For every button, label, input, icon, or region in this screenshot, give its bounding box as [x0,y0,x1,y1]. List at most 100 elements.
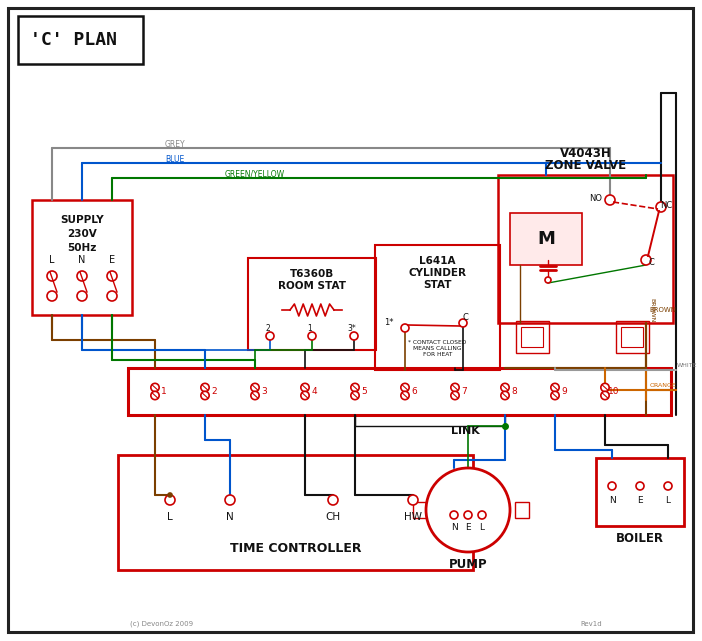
Circle shape [77,271,87,281]
Bar [515,502,529,518]
Circle shape [664,482,672,490]
Text: L641A: L641A [419,256,456,266]
Circle shape [464,511,472,519]
Text: 8: 8 [511,387,517,396]
Circle shape [601,392,609,399]
Circle shape [350,332,358,340]
Text: 2: 2 [265,324,270,333]
Text: C: C [462,313,468,322]
Circle shape [308,332,316,340]
Text: HW: HW [404,512,422,522]
Text: ZONE VALVE: ZONE VALVE [545,158,626,172]
Circle shape [225,495,235,505]
Text: T6360B: T6360B [290,269,334,279]
Text: STAT: STAT [423,280,452,290]
Text: BOILER: BOILER [616,531,664,544]
Circle shape [328,495,338,505]
Bar [413,502,427,518]
Text: ORANGE: ORANGE [650,383,677,388]
Text: GREY: GREY [165,140,185,149]
Circle shape [545,277,551,283]
Circle shape [301,383,309,392]
Bar [516,321,549,353]
Circle shape [168,493,172,497]
Circle shape [401,324,409,332]
Text: WHITE: WHITE [677,363,698,368]
Text: 2: 2 [211,387,217,396]
Circle shape [408,495,418,505]
Text: ROOM STAT: ROOM STAT [278,281,346,291]
Text: NO: NO [590,194,602,203]
Circle shape [47,291,57,301]
Text: 7: 7 [461,387,467,396]
Circle shape [201,392,209,399]
Bar [18,16,143,64]
Text: C: C [648,258,654,267]
Bar [32,200,132,315]
Text: N: N [226,512,234,522]
Circle shape [266,332,274,340]
Circle shape [201,383,209,392]
Text: E: E [637,495,643,504]
Text: V4043H: V4043H [559,147,611,160]
Text: 5: 5 [361,387,367,396]
Text: N: N [79,255,86,265]
Text: E: E [109,255,115,265]
Text: 'C' PLAN: 'C' PLAN [30,31,117,49]
Text: NC: NC [660,201,672,210]
Bar [596,458,684,526]
Text: 10: 10 [608,387,620,396]
Circle shape [450,511,458,519]
Text: L: L [167,512,173,522]
Bar [248,258,376,350]
Bar [498,175,673,323]
Text: 6: 6 [411,387,417,396]
Text: L: L [49,255,55,265]
Text: N: N [451,524,458,533]
Text: 3*: 3* [347,324,357,333]
Circle shape [151,392,159,399]
Circle shape [459,319,467,327]
Circle shape [251,392,259,399]
Text: 1: 1 [307,324,312,333]
Circle shape [601,383,609,392]
Circle shape [107,291,117,301]
Text: CYLINDER: CYLINDER [409,268,467,278]
Circle shape [451,383,459,392]
Circle shape [151,383,159,392]
Circle shape [351,392,359,399]
Circle shape [401,383,409,392]
Text: * CONTACT CLOSED
MEANS CALLING
FOR HEAT: * CONTACT CLOSED MEANS CALLING FOR HEAT [409,340,467,356]
Text: SUPPLY: SUPPLY [60,215,104,225]
Circle shape [608,482,616,490]
Text: 230V: 230V [67,229,97,239]
Text: L: L [479,524,484,533]
Text: CH: CH [326,512,340,522]
Text: E: E [465,524,471,533]
Circle shape [641,255,651,265]
Text: 1: 1 [161,387,167,396]
Text: Rev1d: Rev1d [580,621,602,627]
Circle shape [551,392,559,399]
Text: GREEN/YELLOW: GREEN/YELLOW [225,169,285,178]
Text: BLUE: BLUE [165,154,184,163]
Bar [521,327,543,347]
Text: 4: 4 [311,387,317,396]
Text: M: M [537,230,555,248]
Text: 1*: 1* [384,317,394,326]
Circle shape [501,383,509,392]
Bar [375,245,500,370]
Circle shape [401,392,409,399]
Text: BROWN: BROWN [649,298,654,322]
Text: 9: 9 [561,387,567,396]
Bar [128,368,671,415]
Text: TIME CONTROLLER: TIME CONTROLLER [230,542,362,554]
Text: 3: 3 [261,387,267,396]
Circle shape [605,195,615,205]
Circle shape [165,495,175,505]
Text: PUMP: PUMP [449,558,487,570]
Circle shape [251,383,259,392]
Circle shape [47,271,57,281]
Text: (c) DevonOz 2009: (c) DevonOz 2009 [130,620,193,628]
Circle shape [426,468,510,552]
